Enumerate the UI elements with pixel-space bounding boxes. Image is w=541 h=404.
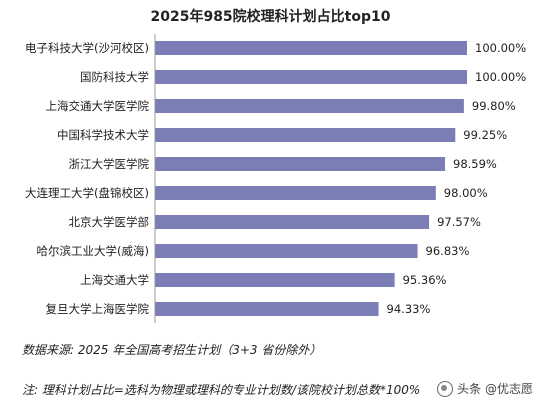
bar [155, 99, 464, 113]
bar-chart: 电子科技大学(沙河校区) 国防科技大学上海交通大学医学院中国科学技术大学浙江大学医… [25, 34, 527, 323]
category-label: 国防科技大学 [80, 70, 149, 84]
toutiao-logo-icon [437, 380, 454, 397]
bar [155, 128, 456, 142]
category-label: 北京大学医学部 [69, 215, 150, 229]
value-labels: 100.00% 100.00% 99.80% 99.25% 98.59% 98.00% 97… [387, 41, 527, 316]
category-label: 哈尔滨工业大学(威海) [37, 244, 149, 258]
category-label: 大连理工大学(盘锦校区) [25, 186, 149, 200]
bar [155, 244, 418, 258]
watermark: 头条 @优志愿 [437, 380, 533, 397]
data-source-note: 数据来源: 2025 年全国高考招生计划（3+3 省份除外） [22, 343, 322, 357]
bar [155, 215, 430, 229]
bar [155, 70, 467, 84]
value-label: 99.80% [472, 99, 516, 113]
category-label: 浙江大学医学院 [69, 157, 150, 171]
value-label: 98.59% [453, 157, 497, 171]
category-labels: 电子科技大学(沙河校区) 国防科技大学上海交通大学医学院中国科学技术大学浙江大学医… [25, 41, 149, 316]
bar [155, 302, 379, 316]
value-label: 100.00% [475, 70, 526, 84]
category-label: 上海交通大学 [80, 273, 149, 287]
chart-title: 2025年985院校理科计划占比top10 [150, 9, 391, 25]
value-label: 99.25% [463, 128, 507, 142]
bars-group [155, 41, 467, 316]
formula-note: 注: 理科计划占比=选科为物理或理科的专业计划数/该院校计划总数*100% [22, 383, 421, 397]
bar [155, 41, 467, 55]
category-label: 中国科学技术大学 [57, 128, 149, 142]
watermark-text: 头条 @优志愿 [457, 382, 533, 396]
value-label: 95.36% [403, 273, 447, 287]
value-label: 100.00% [475, 41, 526, 55]
category-label: 复旦大学上海医学院 [46, 302, 150, 316]
category-label: 上海交通大学医学院 [46, 99, 150, 113]
category-label: 电子科技大学(沙河校区) [25, 41, 149, 55]
bar [155, 273, 395, 287]
bar [155, 186, 436, 200]
value-label: 98.00% [444, 186, 488, 200]
value-label: 97.57% [437, 215, 481, 229]
bar [155, 157, 446, 171]
value-label: 94.33% [387, 302, 431, 316]
value-label: 96.83% [426, 244, 470, 258]
